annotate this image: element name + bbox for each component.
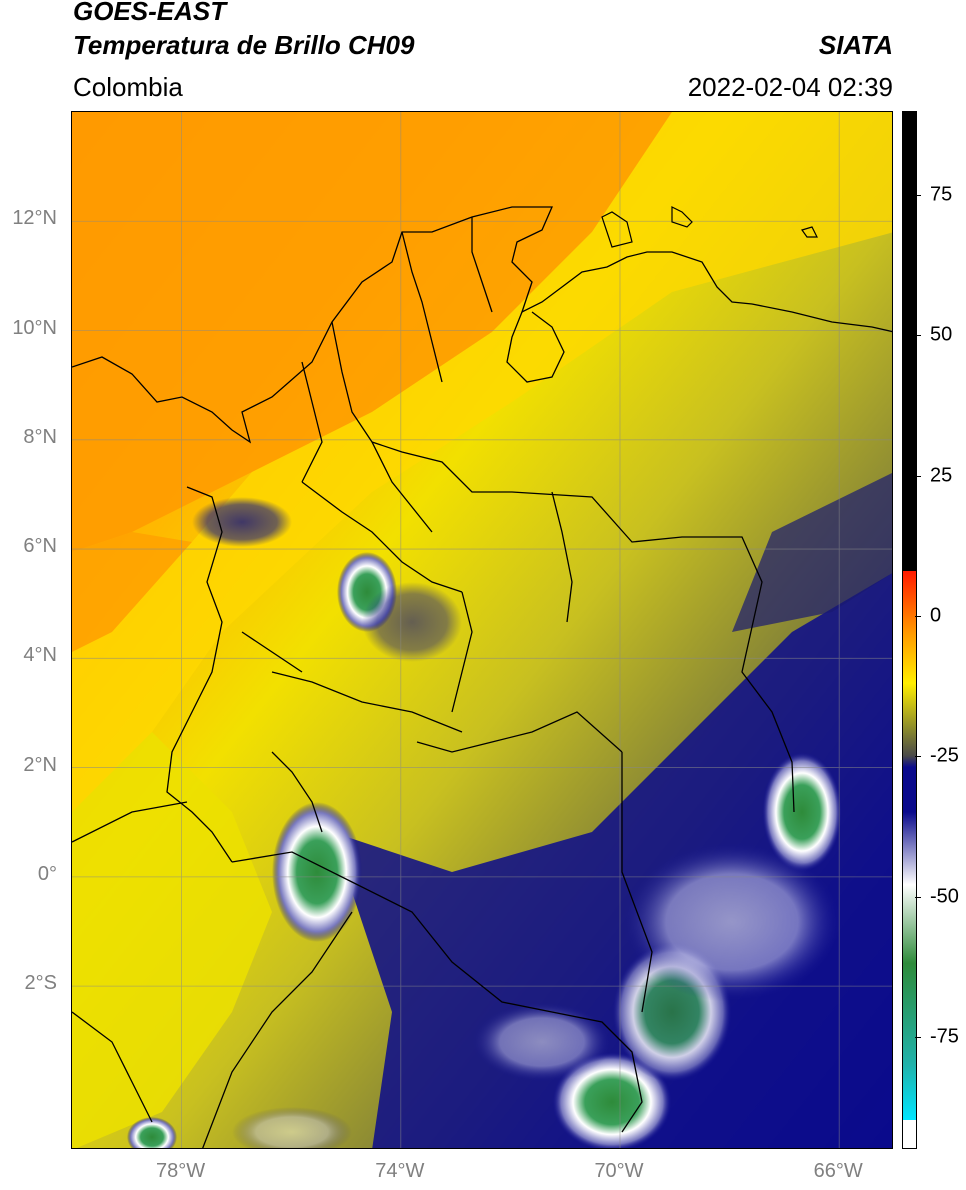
colorbar-tick [915, 335, 921, 337]
colorbar-tick-label: -50 [930, 885, 959, 907]
colorbar-tick [915, 195, 921, 197]
department-border [301, 481, 463, 593]
satellite-map[interactable] [71, 111, 893, 1149]
longitude-tick-label: 78°W [156, 1160, 206, 1182]
colorbar-tick-label: 75 [930, 183, 953, 206]
organization-label: SIATA [818, 30, 893, 60]
border-brazil [621, 752, 653, 1013]
convective-cell [272, 802, 362, 942]
border-peru [202, 911, 353, 1148]
department-border [371, 441, 512, 493]
cold-cloud-mass [332, 573, 892, 1148]
department-border [451, 591, 473, 713]
convective-cell [762, 752, 842, 872]
product-satellite-title: GOES-EAST [73, 0, 227, 26]
colorbar-tick [915, 1036, 921, 1038]
latitude-tick-label: 8°N [23, 425, 57, 448]
colorbar-tick-label: -25 [930, 744, 959, 767]
timestamp-label: 2022-02-04 02:39 [687, 72, 893, 102]
island-curacao [601, 211, 633, 248]
region-label: Colombia [73, 72, 183, 102]
latitude-tick-label: 2°N [23, 753, 57, 776]
colorbar-tick [915, 756, 921, 758]
border-ecuador [72, 801, 188, 843]
longitude-tick-label: 66°W [813, 1160, 863, 1182]
department-border [241, 631, 303, 673]
latitude-tick-label: 4°N [23, 644, 57, 667]
coastline-ecuador [72, 1011, 153, 1123]
yellow-southwest [72, 732, 272, 1148]
border-south [231, 851, 643, 1133]
cold-cloud-east [732, 472, 892, 632]
department-border [416, 711, 623, 753]
colorbar-tick [915, 615, 921, 617]
department-border [401, 231, 443, 383]
cloud-band [192, 497, 292, 547]
latitude-tick-label: 12°N [12, 207, 57, 230]
colorbar-tick-label: 50 [930, 323, 953, 346]
convective-cell [127, 1117, 177, 1148]
latitude-tick-label: 6°N [23, 535, 57, 558]
islands [601, 206, 818, 248]
colorbar [902, 111, 917, 1149]
latitude-tick-label: 2°S [24, 972, 57, 995]
longitude-tick-label: 70°W [594, 1160, 644, 1182]
latitude-tick-label: 0° [37, 862, 57, 885]
latitude-tick-label: 10°N [12, 316, 57, 339]
colorbar-tick-label: -75 [930, 1025, 959, 1048]
cloud-shield [232, 1107, 352, 1148]
department-border [471, 217, 493, 313]
longitude-tick-label: 74°W [375, 1160, 425, 1182]
coastline-pacific [166, 486, 233, 863]
convective-cell [552, 1052, 672, 1148]
cloud-shield [472, 1002, 612, 1082]
product-variable-title: Temperatura de Brillo CH09 [73, 30, 415, 60]
cloud-shield [622, 842, 842, 1002]
border-venezuela [511, 491, 795, 813]
department-border [271, 671, 463, 733]
warm-region [72, 112, 672, 552]
colorbar-tick [915, 475, 921, 477]
cloud-band [362, 582, 462, 662]
warm-region-west [72, 532, 192, 652]
island-margarita [801, 226, 818, 238]
colorbar-tick-label: 0 [930, 604, 942, 627]
lake-maracaibo [506, 311, 565, 383]
department-border [271, 751, 323, 833]
coastline-north [72, 206, 892, 444]
colorbar-tick-label: 25 [930, 464, 953, 487]
country-borders [72, 206, 892, 1148]
yellow-band [72, 112, 892, 812]
department-border [551, 491, 573, 623]
graticule [72, 112, 892, 1148]
department-border [301, 361, 323, 483]
island-bonaire [671, 206, 693, 228]
colorbar-tick [915, 896, 921, 898]
